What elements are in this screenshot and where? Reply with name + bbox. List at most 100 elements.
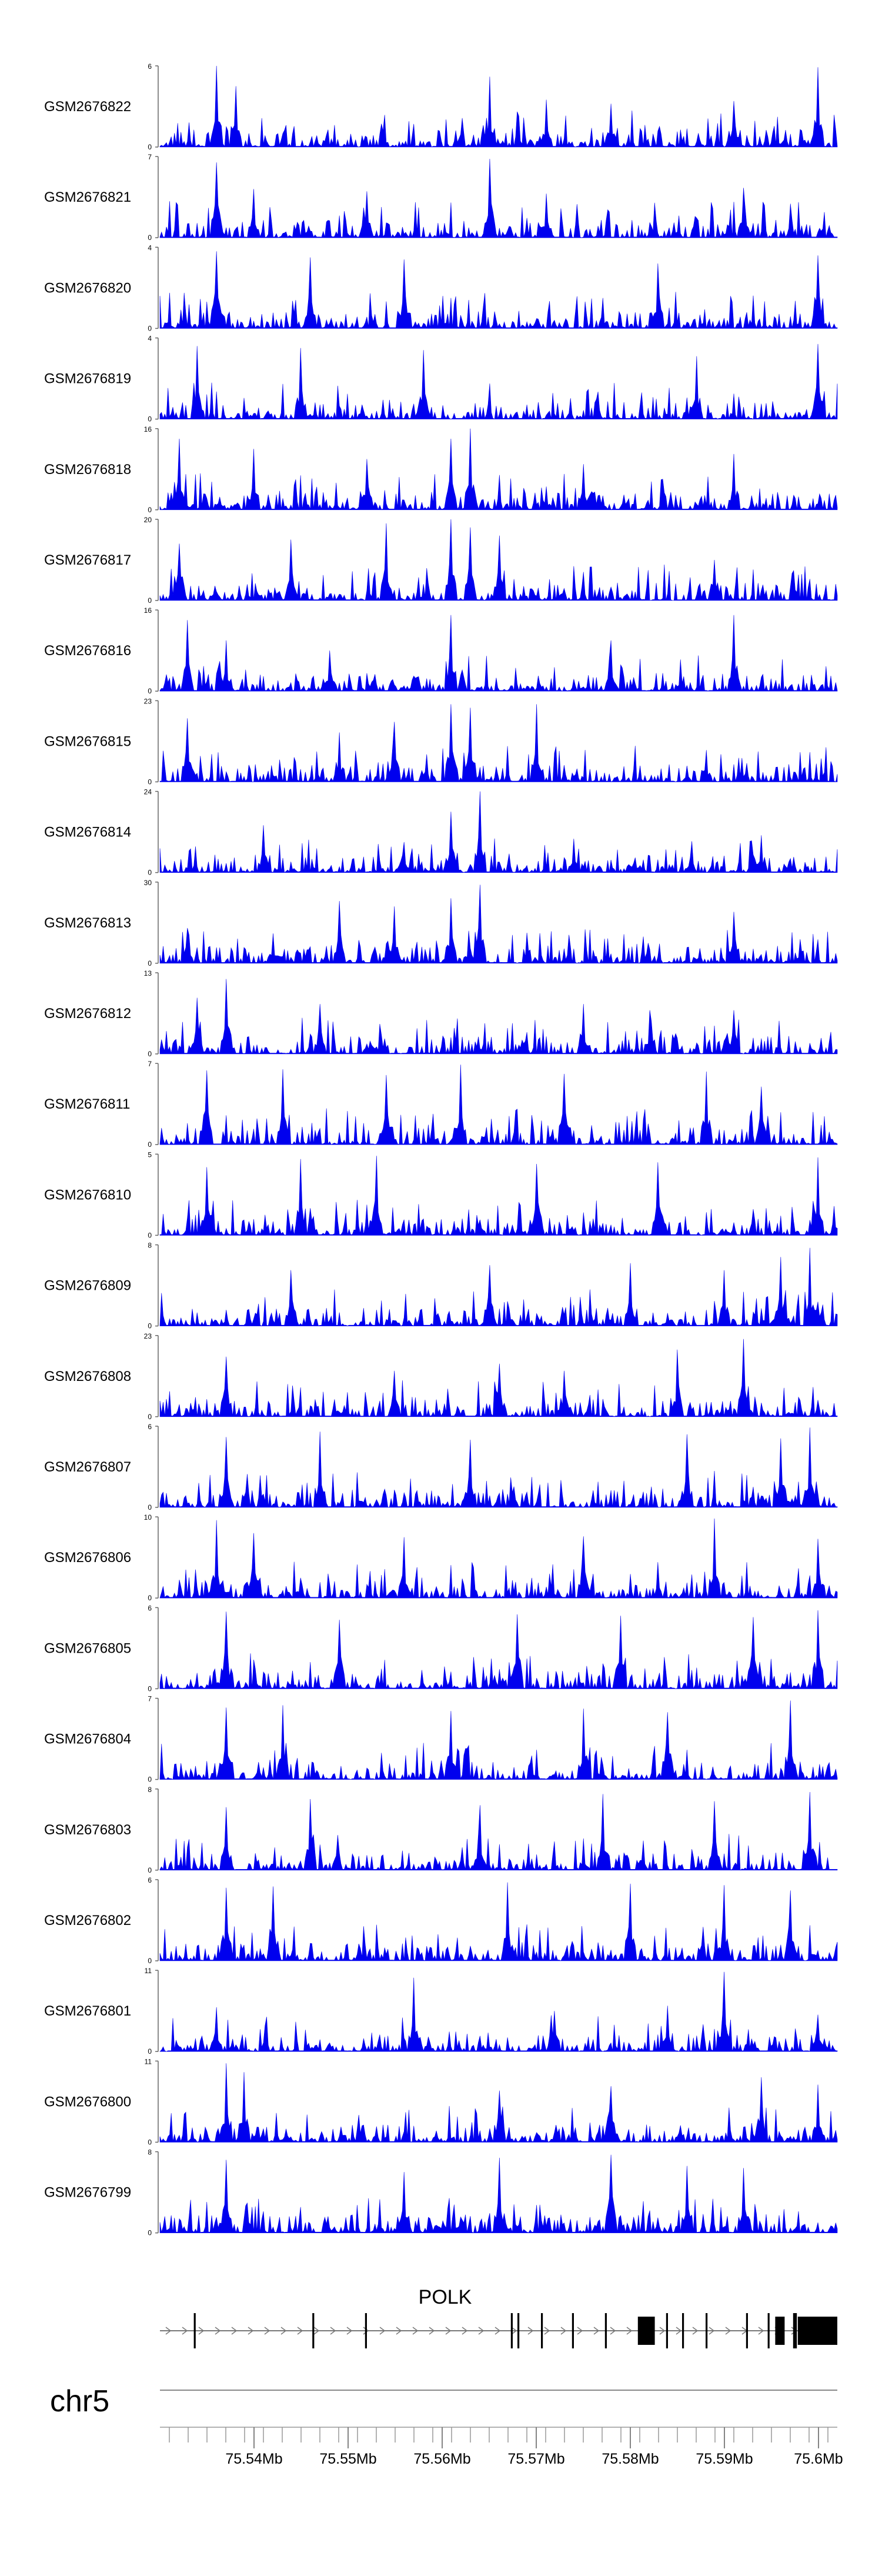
track-GSM2676815: GSM2676815 23 0 <box>44 697 838 786</box>
strand-arrow <box>379 2327 386 2335</box>
track-label: GSM2676809 <box>44 1278 131 1294</box>
x-axis-tick-label: 75.55Mb <box>319 2451 376 2467</box>
gene-exon <box>193 2313 196 2348</box>
track-label: GSM2676801 <box>44 2003 131 2019</box>
strand-arrow <box>495 2327 501 2335</box>
strand-arrow <box>182 2327 188 2335</box>
track-GSM2676804: GSM2676804 7 0 <box>44 1695 838 1784</box>
coverage-area <box>159 1700 838 1780</box>
track-label: GSM2676818 <box>44 462 131 478</box>
gene-exon <box>706 2313 708 2348</box>
track-label: GSM2676799 <box>44 2185 131 2201</box>
strand-arrow <box>676 2327 682 2335</box>
gene-exon <box>572 2313 574 2348</box>
track-GSM2676811: GSM2676811 7 0 <box>44 1060 838 1149</box>
coverage-area <box>159 1971 838 2052</box>
coverage-area <box>159 2063 838 2143</box>
gene-exon <box>746 2313 748 2348</box>
y-axis-max-label: 11 <box>145 1967 152 1975</box>
y-axis-max-label: 30 <box>144 879 152 887</box>
y-axis-zero-label: 0 <box>148 959 152 967</box>
y-axis-max-label: 23 <box>144 1332 152 1340</box>
y-axis-max-label: 16 <box>144 425 152 433</box>
strand-arrow <box>610 2327 616 2335</box>
strand-arrow <box>593 2327 600 2335</box>
chromosome-label: chr5 <box>50 2384 109 2418</box>
track-label: GSM2676816 <box>44 643 131 659</box>
coverage-area <box>159 519 838 601</box>
strand-arrow <box>363 2327 369 2335</box>
coverage-area <box>159 1610 838 1690</box>
coverage-area <box>159 979 838 1055</box>
y-axis-max-label: 4 <box>148 243 152 252</box>
gene-exon <box>637 2317 655 2345</box>
coverage-area <box>159 1065 838 1145</box>
track-GSM2676806: GSM2676806 10 0 <box>44 1513 838 1602</box>
x-axis-tick-label: 75.54Mb <box>225 2451 282 2467</box>
track-label: GSM2676806 <box>44 1550 131 1566</box>
strand-arrow <box>412 2327 419 2335</box>
y-axis-max-label: 13 <box>144 969 152 977</box>
y-axis-zero-label: 0 <box>148 1231 152 1239</box>
track-label: GSM2676810 <box>44 1187 131 1203</box>
strand-arrow <box>198 2327 205 2335</box>
y-axis-max-label: 6 <box>148 1423 152 1431</box>
coverage-area <box>159 343 838 420</box>
track-GSM2676822: GSM2676822 6 0 <box>44 62 838 151</box>
track-GSM2676813: GSM2676813 30 0 <box>44 879 838 967</box>
coverage-area <box>159 2154 838 2233</box>
track-GSM2676803: GSM2676803 8 0 <box>44 1786 838 1874</box>
gene-exon <box>797 2317 837 2345</box>
track-GSM2676809: GSM2676809 8 0 <box>44 1242 838 1330</box>
x-axis-tick-label: 75.58Mb <box>602 2451 659 2467</box>
strand-arrow <box>758 2327 764 2335</box>
track-GSM2676808: GSM2676808 23 0 <box>44 1332 838 1421</box>
coverage-area <box>159 1427 838 1508</box>
coverage-area <box>159 251 838 329</box>
y-axis-zero-label: 0 <box>148 415 152 423</box>
strand-arrow <box>231 2327 238 2335</box>
y-axis-max-label: 23 <box>144 697 152 705</box>
track-label: GSM2676807 <box>44 1459 131 1475</box>
strand-arrow <box>445 2327 452 2335</box>
track-label: GSM2676811 <box>44 1096 130 1112</box>
coverage-area <box>159 885 838 964</box>
track-label: GSM2676800 <box>44 2094 131 2110</box>
gene-exon <box>365 2313 367 2348</box>
y-axis-zero-label: 0 <box>148 2047 152 2056</box>
y-axis-zero-label: 0 <box>148 1594 152 1602</box>
track-label: GSM2676803 <box>44 1822 131 1838</box>
track-GSM2676802: GSM2676802 6 0 <box>44 1876 838 1965</box>
coverage-area <box>159 1156 838 1236</box>
y-axis-max-label: 11 <box>145 2057 152 2066</box>
gene-exon <box>510 2313 513 2348</box>
y-axis-max-label: 6 <box>148 62 152 71</box>
gene-exon <box>775 2317 785 2345</box>
coverage-area <box>159 791 838 873</box>
y-axis-zero-label: 0 <box>148 1413 152 1421</box>
y-axis-max-label: 6 <box>148 1604 152 1612</box>
y-axis-max-label: 16 <box>144 606 152 615</box>
strand-arrow <box>297 2327 303 2335</box>
gene-exon <box>666 2313 668 2348</box>
y-axis-max-label: 10 <box>144 1513 152 1521</box>
x-axis-tick-label: 75.6Mb <box>794 2451 843 2467</box>
track-label: GSM2676802 <box>44 1913 131 1928</box>
track-label: GSM2676814 <box>44 825 131 840</box>
track-GSM2676820: GSM2676820 4 0 <box>44 243 838 332</box>
strand-arrow <box>511 2327 517 2335</box>
strand-arrow <box>264 2327 270 2335</box>
strand-arrow <box>659 2327 666 2335</box>
y-axis-zero-label: 0 <box>148 2229 152 2237</box>
coverage-area <box>159 1339 838 1417</box>
y-axis-zero-label: 0 <box>148 778 152 786</box>
track-label: GSM2676805 <box>44 1640 131 1656</box>
track-GSM2676817: GSM2676817 20 0 <box>44 516 838 605</box>
track-label: GSM2676820 <box>44 280 131 296</box>
y-axis-zero-label: 0 <box>148 596 152 605</box>
y-axis-max-label: 8 <box>148 2148 152 2157</box>
strand-arrow <box>248 2327 254 2335</box>
strand-arrow <box>215 2327 221 2335</box>
track-GSM2676812: GSM2676812 13 0 <box>44 969 838 1058</box>
track-label: GSM2676821 <box>44 189 131 205</box>
